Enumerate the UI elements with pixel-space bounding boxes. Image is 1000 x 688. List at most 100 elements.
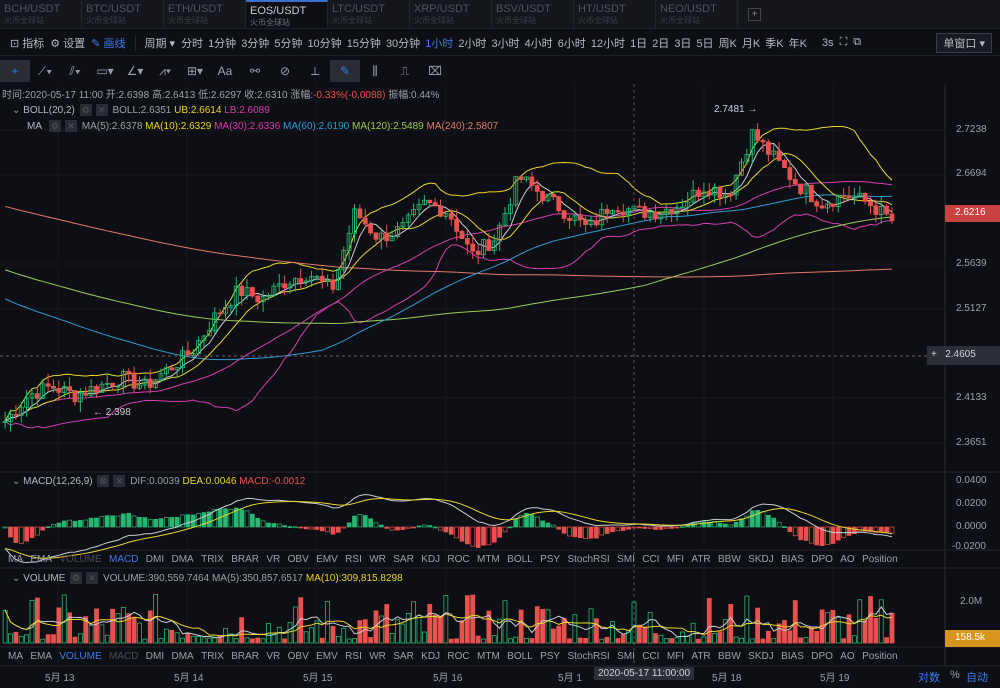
period-option[interactable]: 5分钟 <box>274 37 303 50</box>
period-option[interactable]: 5日 <box>696 37 714 50</box>
pair-tab[interactable]: BSV/USDT 火币全球站 <box>492 0 574 28</box>
pair-tab[interactable]: BCH/USDT 火币全球站 <box>0 0 82 28</box>
pair-tab[interactable]: LTC/USDT 火币全球站 <box>328 0 410 28</box>
pair-tab[interactable]: ETH/USDT 火币全球站 <box>164 0 246 28</box>
indicators-button[interactable]: ⊡ 指标 <box>10 37 45 50</box>
indicator-tab[interactable]: WR <box>369 554 386 565</box>
pair-tab[interactable]: NEO/USDT 火币全球站 <box>656 0 738 28</box>
period-option[interactable]: 1日 <box>630 37 648 50</box>
close-icon[interactable]: ✕ <box>113 475 126 488</box>
close-icon[interactable]: ✕ <box>86 572 99 585</box>
refresh-interval[interactable]: 3s <box>821 36 834 49</box>
period-option[interactable]: 6小时 <box>557 37 586 50</box>
indicator-tab[interactable]: SMI <box>617 554 635 565</box>
indicator-tab[interactable]: DMA <box>171 554 194 565</box>
pattern-tool-icon[interactable]: ⩘▾ <box>159 63 171 78</box>
indicator-tab[interactable]: DPO <box>811 554 833 565</box>
period-option[interactable]: 3小时 <box>491 37 520 50</box>
gear-icon[interactable]: ⚙ <box>97 475 110 488</box>
collapse-icon[interactable]: ⌄ <box>12 573 21 584</box>
rectangle-tool-icon[interactable]: ▭▾ <box>96 64 114 78</box>
period-option[interactable]: 4小时 <box>524 37 553 50</box>
period-option[interactable]: 30分钟 <box>385 37 421 50</box>
indicator-tab[interactable]: BIAS <box>781 554 804 565</box>
close-icon[interactable]: ✕ <box>65 120 78 133</box>
trash-icon[interactable]: ⌧ <box>428 64 442 78</box>
indicator-tab[interactable]: SAR <box>393 651 414 662</box>
indicator-tab[interactable]: RSI <box>345 651 362 662</box>
indicator-tab[interactable]: ROC <box>447 651 470 662</box>
log-scale-toggle[interactable]: 对数 <box>918 672 940 684</box>
hide-icon[interactable]: ⊘ <box>279 64 291 78</box>
pen-icon[interactable]: ✎ <box>330 60 360 82</box>
lock-icon[interactable]: ⫼ <box>372 63 378 78</box>
add-tab-button[interactable]: + <box>748 8 761 21</box>
collapse-icon[interactable]: ⌄ <box>12 105 21 116</box>
indicator-tab[interactable]: CCI <box>642 554 660 565</box>
period-option[interactable]: 月K <box>741 37 761 50</box>
indicator-tab[interactable]: BIAS <box>781 651 804 662</box>
indicator-tab[interactable]: MACD <box>108 554 139 565</box>
close-icon[interactable]: ✕ <box>95 104 108 117</box>
measure-tool-icon[interactable]: ⊞▾ <box>186 64 204 78</box>
indicator-tab[interactable]: CCI <box>642 651 660 662</box>
indicator-tab[interactable]: SKDJ <box>748 554 774 565</box>
ruler-icon[interactable]: ⟂ <box>310 63 319 78</box>
indicator-tab[interactable]: WR <box>369 651 386 662</box>
indicator-tab[interactable]: BBW <box>718 651 741 662</box>
indicator-tab[interactable]: PSY <box>540 554 561 565</box>
indicator-tab[interactable]: MA <box>8 554 23 565</box>
period-option[interactable]: 年K <box>788 37 807 50</box>
indicator-tab[interactable]: EMA <box>30 554 53 565</box>
period-option[interactable]: 周K <box>718 37 737 50</box>
indicator-tab[interactable]: OBV <box>287 554 309 565</box>
gear-icon[interactable]: ⚙ <box>49 120 62 133</box>
draw-button[interactable]: ✎ 画线 <box>91 37 126 50</box>
indicator-tab[interactable]: AO <box>840 651 855 662</box>
indicator-tab[interactable]: TRIX <box>201 554 224 565</box>
indicator-tab[interactable]: RSI <box>345 554 362 565</box>
period-option[interactable]: 12小时 <box>590 37 626 50</box>
indicator-tab[interactable]: OBV <box>287 651 309 662</box>
period-option[interactable]: 3日 <box>674 37 692 50</box>
indicator-tab[interactable]: MA <box>8 651 23 662</box>
indicator-tab[interactable]: BRAR <box>231 554 260 565</box>
indicator-tab[interactable]: EMV <box>316 554 338 565</box>
period-option[interactable]: 1分钟 <box>208 37 237 50</box>
window-mode-select[interactable]: 单窗口 ▾ <box>936 32 992 53</box>
period-dropdown[interactable]: 周期 ▾ <box>135 34 175 51</box>
popout-icon[interactable]: ⧉ <box>853 36 862 48</box>
pair-tab[interactable]: HT/USDT 火币全球站 <box>574 0 656 28</box>
pair-tab[interactable]: XRP/USDT 火币全球站 <box>410 0 492 28</box>
pair-tab[interactable]: BTC/USDT 火币全球站 <box>82 0 164 28</box>
indicator-tab[interactable]: Position <box>862 554 898 565</box>
indicator-tab[interactable]: DPO <box>811 651 833 662</box>
text-tool-icon[interactable]: Aa <box>217 64 233 78</box>
indicator-tab[interactable]: EMA <box>30 651 53 662</box>
plus-icon[interactable]: + <box>931 349 937 360</box>
indicator-tab[interactable]: BRAR <box>231 651 260 662</box>
line-tool-icon[interactable]: ⟋▾ <box>37 63 53 78</box>
period-option[interactable]: 3分钟 <box>241 37 270 50</box>
unlock-icon[interactable]: ⎍ <box>400 63 410 78</box>
indicator-tab[interactable]: BBW <box>718 554 741 565</box>
settings-button[interactable]: ⚙ 设置 <box>50 37 86 50</box>
indicator-tab[interactable]: StochRSI <box>567 554 610 565</box>
indicator-tab[interactable]: AO <box>840 554 855 565</box>
indicator-tab[interactable]: MACD <box>108 651 139 662</box>
indicator-tab[interactable]: BOLL <box>507 651 533 662</box>
indicator-tab[interactable]: StochRSI <box>567 651 610 662</box>
collapse-icon[interactable]: ⌄ <box>12 476 21 487</box>
indicator-tab[interactable]: DMI <box>145 554 165 565</box>
fib-tool-icon[interactable]: ∠▾ <box>126 64 144 78</box>
period-option[interactable]: 季K <box>765 37 784 50</box>
period-option[interactable]: 1小时 <box>425 37 454 50</box>
percent-scale-toggle[interactable]: % <box>950 669 960 681</box>
period-option[interactable]: 15分钟 <box>346 37 381 50</box>
auto-scale-toggle[interactable]: 自动 <box>966 672 988 684</box>
indicator-tab[interactable]: ATR <box>691 554 711 565</box>
indicator-tab[interactable]: DMA <box>171 651 194 662</box>
indicator-tab[interactable]: DMI <box>145 651 165 662</box>
indicator-tab[interactable]: SAR <box>393 554 414 565</box>
